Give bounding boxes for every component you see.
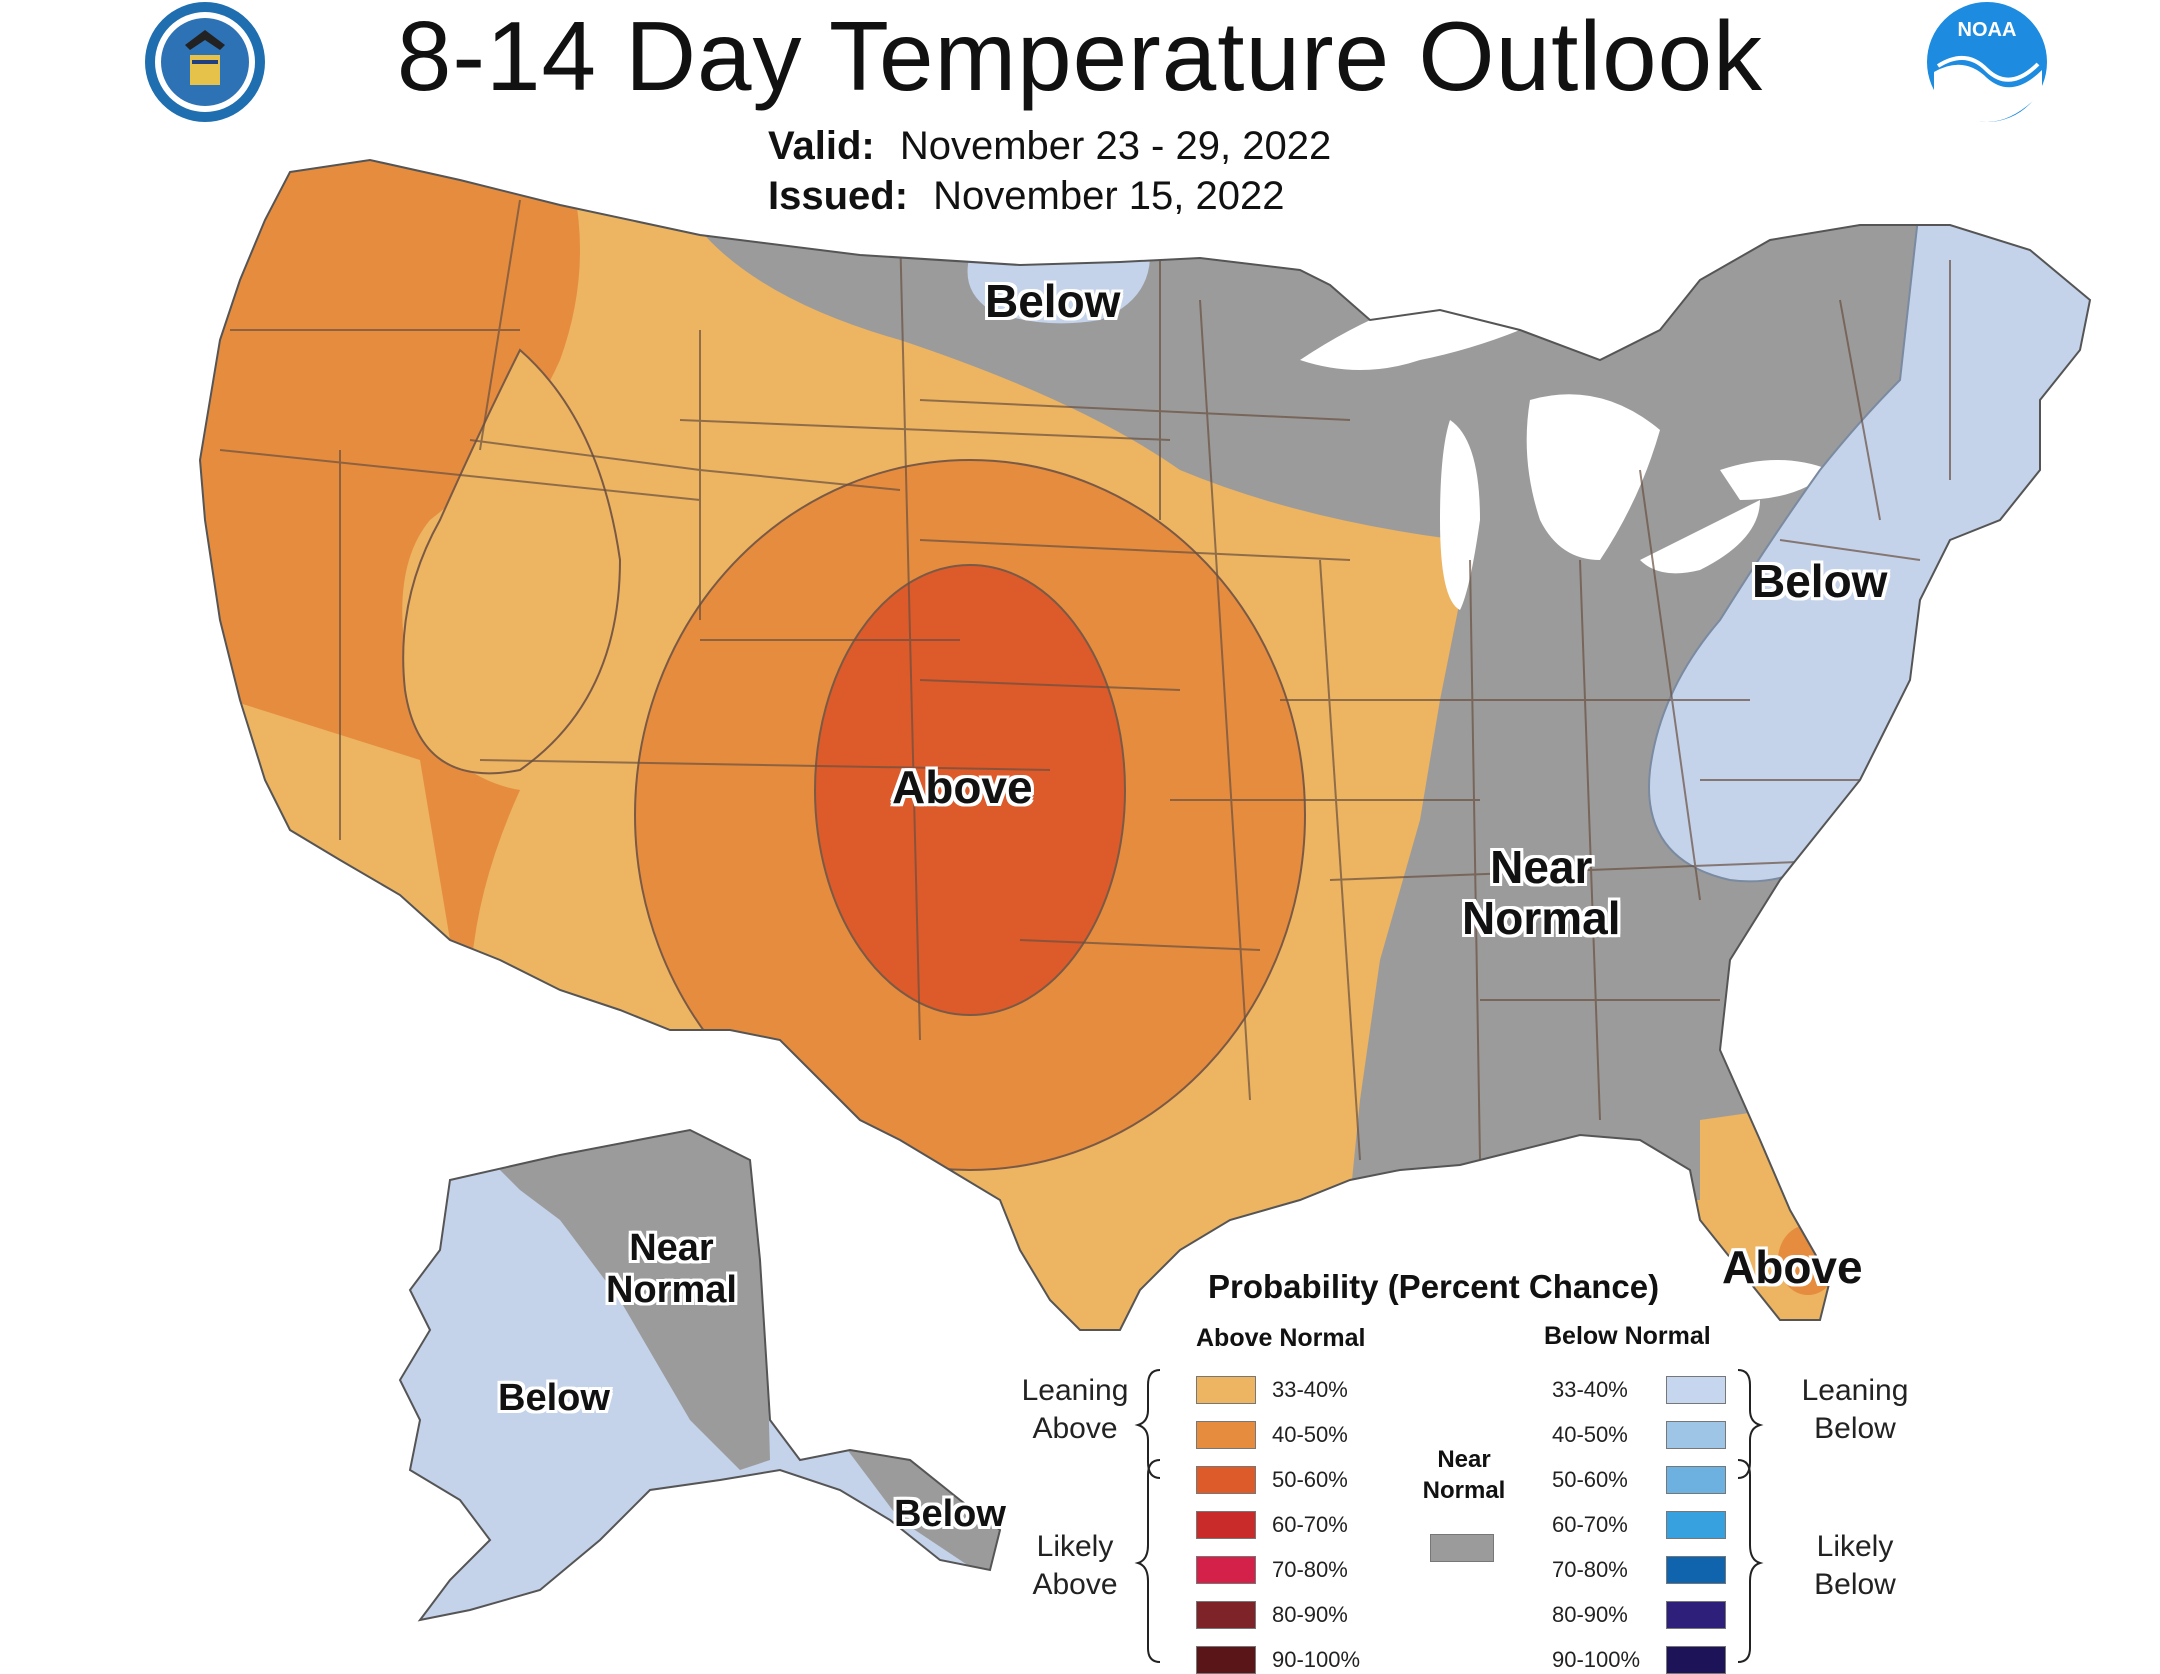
valid-label: Valid: <box>768 124 875 168</box>
central-above-50-60 <box>814 564 1126 1016</box>
legend-below-percent: 33-40% <box>1552 1377 1628 1402</box>
noaa-text: NOAA <box>1958 19 2017 41</box>
legend-above-swatch <box>1196 1601 1256 1629</box>
legend-below-header: Below Normal <box>1544 1322 1711 1350</box>
legend-below-swatch <box>1666 1601 1726 1629</box>
alaska-outline <box>398 1128 1002 1622</box>
legend-above-swatch <box>1196 1421 1256 1449</box>
legend-near-normal: Near Normal <box>1414 1444 1514 1506</box>
legend-likely-above: Likely Above <box>1010 1528 1140 1603</box>
legend-likely-below: Likely Below <box>1790 1528 1920 1603</box>
legend-below-percent: 70-80% <box>1552 1557 1628 1582</box>
legend-below-swatch <box>1666 1466 1726 1494</box>
valid-value: November 23 - 29, 2022 <box>899 124 1332 168</box>
legend-above-header: Above Normal <box>1196 1324 1366 1352</box>
legend-above-swatch <box>1196 1646 1256 1674</box>
alaska-shading <box>400 1130 1000 1620</box>
issued-label: Issued: <box>768 174 909 218</box>
legend-above-percent: 50-60% <box>1272 1467 1348 1492</box>
label-above-central: Above <box>892 761 1033 813</box>
state-boundaries <box>219 199 1951 1161</box>
legend-title: Probability (Percent Chance) <box>1208 1268 1660 1305</box>
legend-above-percent: 70-80% <box>1272 1557 1348 1582</box>
label-near-normal-line2: Normal <box>1462 891 1621 944</box>
legend-above-swatch <box>1196 1376 1256 1404</box>
leaning-above-line2: Above <box>1032 1411 1118 1445</box>
legend-above-percent: 90-100% <box>1272 1647 1361 1672</box>
legend-below-percent: 50-60% <box>1552 1467 1628 1492</box>
legend-below-swatch <box>1666 1556 1726 1584</box>
label-alaska-below: Below <box>498 1377 610 1419</box>
likely-below-line1: Likely <box>1816 1530 1894 1563</box>
leaning-below-line1: Leaning <box>1801 1374 1909 1407</box>
valid-dates: Valid: November 23 - 29, 2022 <box>768 124 1331 169</box>
legend-below-percent: 90-100% <box>1552 1647 1641 1672</box>
north-below-33-40 <box>967 255 1150 324</box>
legend-below-swatch <box>1666 1376 1726 1404</box>
issued-value: November 15, 2022 <box>933 174 1285 218</box>
legend-above-swatch <box>1196 1466 1256 1494</box>
legend-braces <box>1134 1369 1764 1663</box>
label-below-north: Below <box>985 275 1121 327</box>
label-alaska-near-line1: Near <box>629 1227 714 1269</box>
doc-seal-icon <box>145 2 265 122</box>
likely-above-line1: Likely <box>1036 1530 1114 1563</box>
legend-below-percent: 40-50% <box>1552 1422 1628 1447</box>
legend-below-swatch <box>1666 1421 1726 1449</box>
leaning-above-line1: Leaning <box>1021 1374 1129 1407</box>
near-normal-line2: Normal <box>1422 1477 1506 1505</box>
label-near-normal-southeast: Near Normal <box>1462 842 1620 943</box>
issued-dates: Issued: November 15, 2022 <box>768 174 1285 219</box>
conus-shading <box>200 160 2090 1330</box>
label-below-northeast: Below <box>1752 555 1888 607</box>
label-alaska-below-southeast: Below <box>894 1493 1006 1535</box>
legend-above-swatch <box>1196 1511 1256 1539</box>
legend-below-percent: 60-70% <box>1552 1512 1628 1537</box>
map-title: 8-14 Day Temperature Outlook <box>396 1 1764 111</box>
likely-below-line2: Below <box>1814 1567 1896 1601</box>
legend-above-swatch <box>1196 1556 1256 1584</box>
label-near-normal-line1: Near <box>1490 841 1593 893</box>
conus-outline <box>198 158 2092 1331</box>
legend-above-percent: 80-90% <box>1272 1602 1348 1627</box>
near-normal-line1: Near <box>1437 1446 1491 1473</box>
legend-above-percent: 33-40% <box>1272 1377 1348 1402</box>
great-basin-above-33-40 <box>402 348 622 775</box>
noaa-logo: NOAA <box>1927 2 2047 122</box>
legend-leaning-below: Leaning Below <box>1790 1372 1920 1447</box>
label-alaska-near-normal: Near Normal <box>606 1227 737 1312</box>
label-above-florida: Above <box>1722 1241 1863 1293</box>
likely-above-line2: Above <box>1032 1567 1118 1601</box>
legend-above-percent: 60-70% <box>1272 1512 1348 1537</box>
legend-below-swatch <box>1666 1511 1726 1539</box>
legend-below-swatch <box>1666 1646 1726 1674</box>
label-alaska-near-line2: Normal <box>606 1268 737 1311</box>
leaning-below-line2: Below <box>1814 1411 1896 1445</box>
legend-near-normal-swatch <box>1430 1534 1494 1562</box>
legend-above-percent: 40-50% <box>1272 1422 1348 1447</box>
legend-leaning-above: Leaning Above <box>1010 1372 1140 1447</box>
legend-below-percent: 80-90% <box>1552 1602 1628 1627</box>
